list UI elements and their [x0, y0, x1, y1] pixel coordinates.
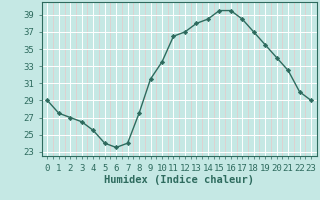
X-axis label: Humidex (Indice chaleur): Humidex (Indice chaleur)	[104, 175, 254, 185]
